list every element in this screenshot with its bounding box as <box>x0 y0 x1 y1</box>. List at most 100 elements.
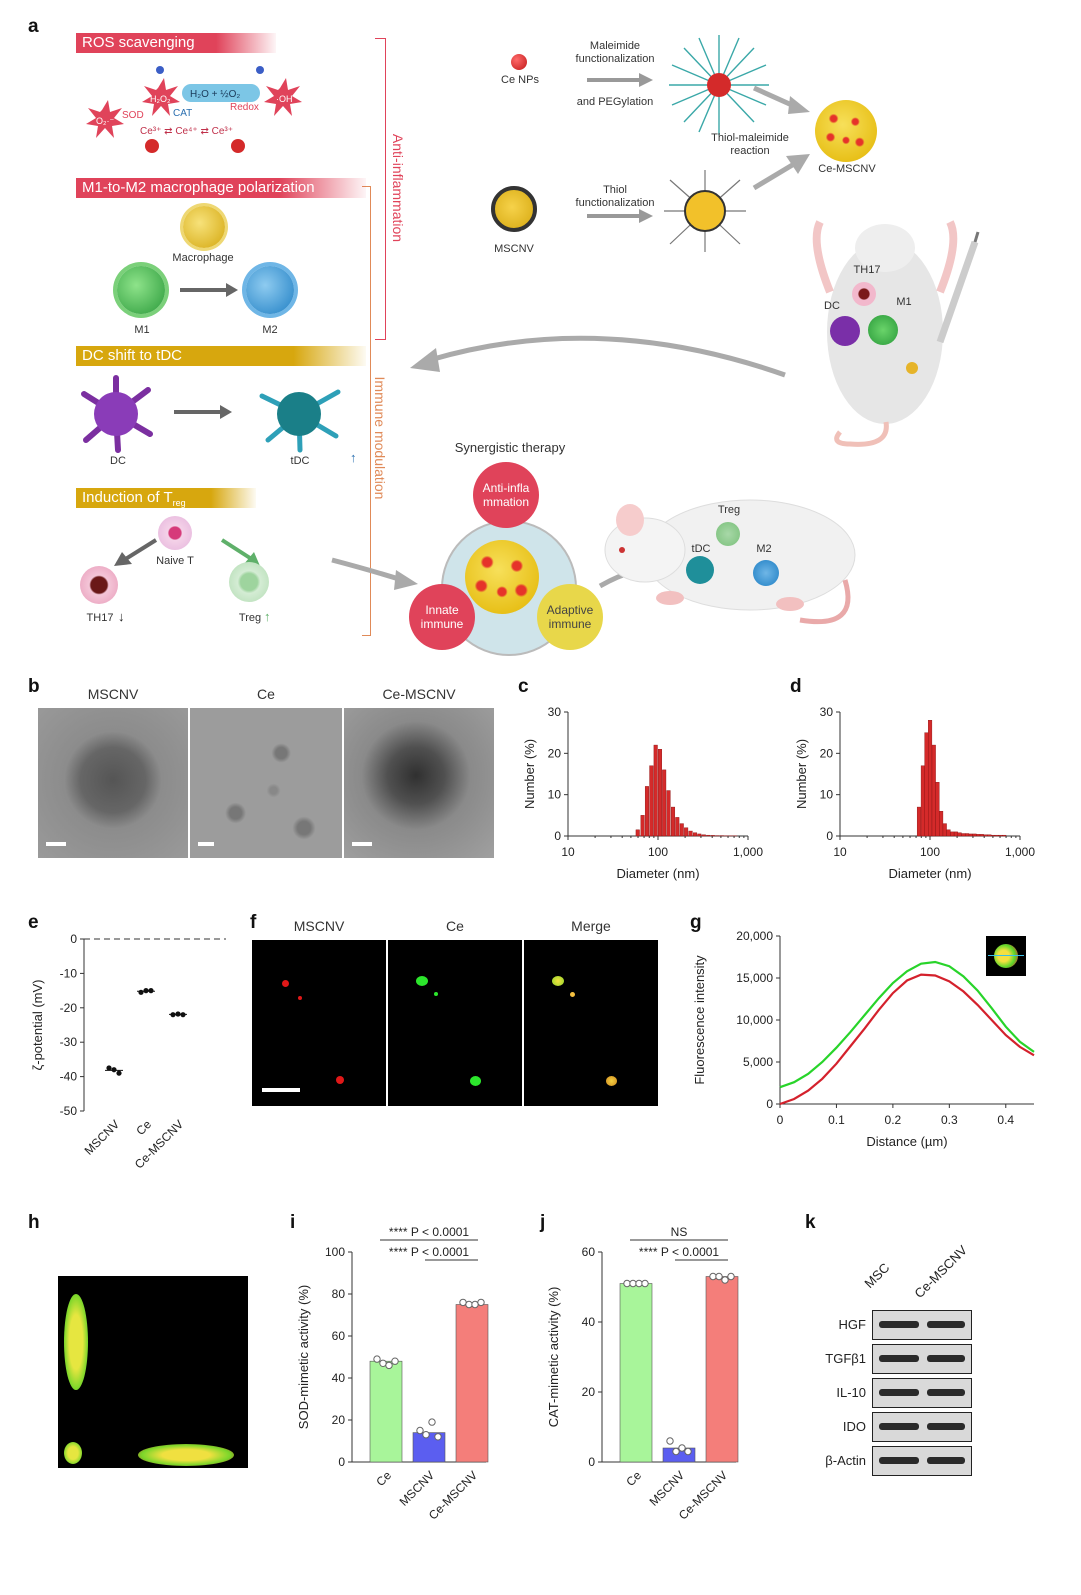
data-point <box>623 1279 631 1288</box>
y-tick-label: 0 <box>554 829 561 843</box>
m2-label: M2 <box>262 324 278 336</box>
scale-bar <box>198 842 214 846</box>
hist-bar <box>635 829 640 837</box>
x-tick-label: Ce <box>373 1468 394 1489</box>
data-point <box>678 1444 686 1452</box>
hist-bar <box>653 744 658 837</box>
panel-letter-j: j <box>540 1212 546 1233</box>
hist-bar <box>671 806 676 837</box>
x-tick-label: 100 <box>648 845 668 859</box>
adaptive-immune-circle: Adaptive immune <box>537 584 603 650</box>
y-tick-label: 30 <box>548 705 562 719</box>
panel-letter-d: d <box>790 676 802 697</box>
hist-bar <box>706 834 711 837</box>
innate-immune-circle: Innate immune <box>409 584 475 650</box>
data-point <box>422 1431 430 1439</box>
x-tick-label: 0.1 <box>828 1113 845 1127</box>
hist-bar <box>928 720 933 837</box>
data-point <box>416 1426 424 1435</box>
scale-bar <box>46 842 66 846</box>
wb-band-box <box>872 1446 972 1476</box>
data-point <box>465 1300 473 1309</box>
mouse-dc-icon <box>830 316 860 346</box>
mouse-dc-label: DC <box>824 300 840 312</box>
data-point <box>727 1272 735 1281</box>
wb-col-ce-mscnv: Ce-MSCNV <box>911 1242 971 1301</box>
hist-bar <box>924 732 929 837</box>
data-point <box>672 1447 680 1456</box>
ros-cat-text: CAT <box>173 108 192 119</box>
treg-banner-text: Induction of T <box>82 489 173 506</box>
rat-m2-label: M2 <box>756 543 772 555</box>
m2-cell-icon <box>246 266 294 314</box>
ros-h2o2-text: H₂O₂ <box>150 94 171 104</box>
bar <box>369 1360 403 1463</box>
hist-bar <box>991 834 996 837</box>
scale-bar <box>352 842 372 846</box>
hist-bar <box>1002 834 1007 837</box>
data-point <box>715 1272 723 1281</box>
hist-bar <box>679 823 684 837</box>
hist-bar <box>972 833 977 837</box>
wb-row-label: HGF <box>838 1317 866 1332</box>
hist-bar <box>688 830 693 837</box>
hist-bar <box>644 786 649 837</box>
fluor-label-merge: Merge <box>571 918 611 934</box>
y-tick-label: 10 <box>820 788 834 802</box>
tem-label-ce: Ce <box>257 686 275 702</box>
synergy-ce-mscnv-icon <box>465 540 539 614</box>
rat-tdc-label: tDC <box>691 543 711 555</box>
data-point <box>385 1361 393 1370</box>
data-point <box>684 1447 692 1456</box>
bar <box>455 1304 489 1463</box>
up-arrow-icon: ↑ <box>350 450 357 465</box>
hist-bar <box>666 790 671 837</box>
th17-cell-icon <box>80 566 118 604</box>
mouse-th17-icon <box>852 282 876 306</box>
down-arrow-icon: ↓ <box>118 609 125 624</box>
hist-bar <box>710 835 715 837</box>
dc-cell-icon <box>81 375 153 453</box>
x-tick-label: 0.3 <box>941 1113 958 1127</box>
wb-band <box>927 1457 965 1464</box>
m1-cell-icon <box>117 266 165 314</box>
ce-mscnv-label: Ce-MSCNV <box>818 163 876 175</box>
ros-sod-text: SOD <box>122 110 144 121</box>
rat-tdc-icon <box>686 556 714 584</box>
anti-inflammation-label: Anti-inflammation <box>390 133 406 243</box>
data-point <box>143 988 149 994</box>
hist-bar <box>979 834 984 837</box>
y-tick-label: 0 <box>766 1097 773 1111</box>
mscnv-icon <box>491 186 537 232</box>
hist-bar <box>976 834 981 837</box>
ros-oh-text: ·OH <box>276 94 293 104</box>
tdc-label: tDC <box>290 455 310 467</box>
y-axis-label: ζ-potential (mV) <box>30 980 45 1071</box>
y-tick-label: 30 <box>820 705 834 719</box>
hist-bar <box>939 810 944 837</box>
fluor-image-h <box>58 1276 248 1468</box>
ce-particle-icon <box>231 139 245 153</box>
panel-letter-f: f <box>250 912 257 933</box>
x-tick-label: MSCNV <box>397 1468 438 1509</box>
data-point <box>379 1359 387 1368</box>
mouse-m1-label: M1 <box>896 296 912 308</box>
immune-modulation-label: Immune modulation <box>372 376 388 500</box>
x-tick-label: 10 <box>833 845 847 859</box>
fluor-image-merge <box>524 940 658 1106</box>
y-tick-label: 60 <box>332 1329 346 1343</box>
y-axis-label: SOD-mimetic activity (%) <box>296 1285 311 1429</box>
hist-bar <box>701 834 706 837</box>
y-tick-label: 40 <box>332 1371 346 1385</box>
fluor-label-mscnv: MSCNV <box>293 918 345 934</box>
ros-redox-text: Redox <box>230 102 259 113</box>
maleimide-arrow <box>587 73 653 87</box>
y-tick-label: 80 <box>332 1287 346 1301</box>
peg-ce-np-icon <box>669 35 769 135</box>
data-point <box>641 1279 649 1288</box>
dc-shift-banner: DC shift to tDC <box>76 346 366 366</box>
wb-band <box>879 1321 919 1328</box>
tem-label-ce-mscnv: Ce-MSCNV <box>382 686 456 702</box>
